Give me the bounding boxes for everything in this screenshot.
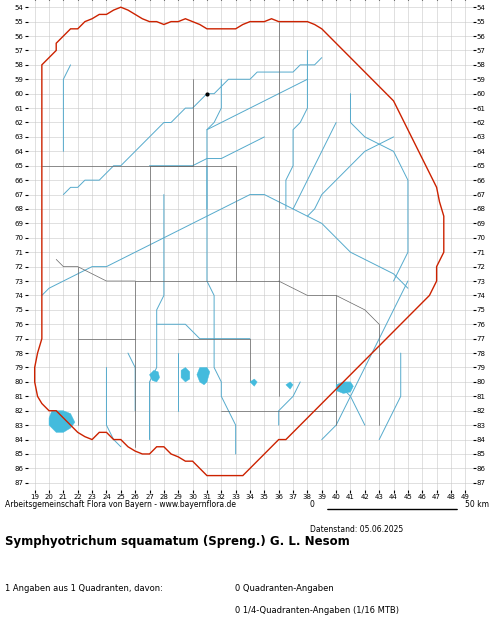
Polygon shape <box>49 410 75 432</box>
Polygon shape <box>197 368 210 385</box>
Polygon shape <box>250 379 257 386</box>
Text: 0 Quadranten-Angaben: 0 Quadranten-Angaben <box>235 583 334 593</box>
Text: Symphyotrichum squamatum (Spreng.) G. L. Nesom: Symphyotrichum squamatum (Spreng.) G. L.… <box>5 536 350 549</box>
Polygon shape <box>150 370 160 382</box>
Text: 50 km: 50 km <box>465 500 489 510</box>
Polygon shape <box>336 382 353 394</box>
Text: Datenstand: 05.06.2025: Datenstand: 05.06.2025 <box>310 525 403 534</box>
Text: 0: 0 <box>310 500 315 510</box>
Text: 0 1/4-Quadranten-Angaben (1/16 MTB): 0 1/4-Quadranten-Angaben (1/16 MTB) <box>235 606 399 615</box>
Text: Arbeitsgemeinschaft Flora von Bayern - www.bayernflora.de: Arbeitsgemeinschaft Flora von Bayern - w… <box>5 500 236 510</box>
Polygon shape <box>286 382 293 389</box>
Text: 1 Angaben aus 1 Quadranten, davon:: 1 Angaben aus 1 Quadranten, davon: <box>5 583 163 593</box>
Polygon shape <box>181 368 190 382</box>
